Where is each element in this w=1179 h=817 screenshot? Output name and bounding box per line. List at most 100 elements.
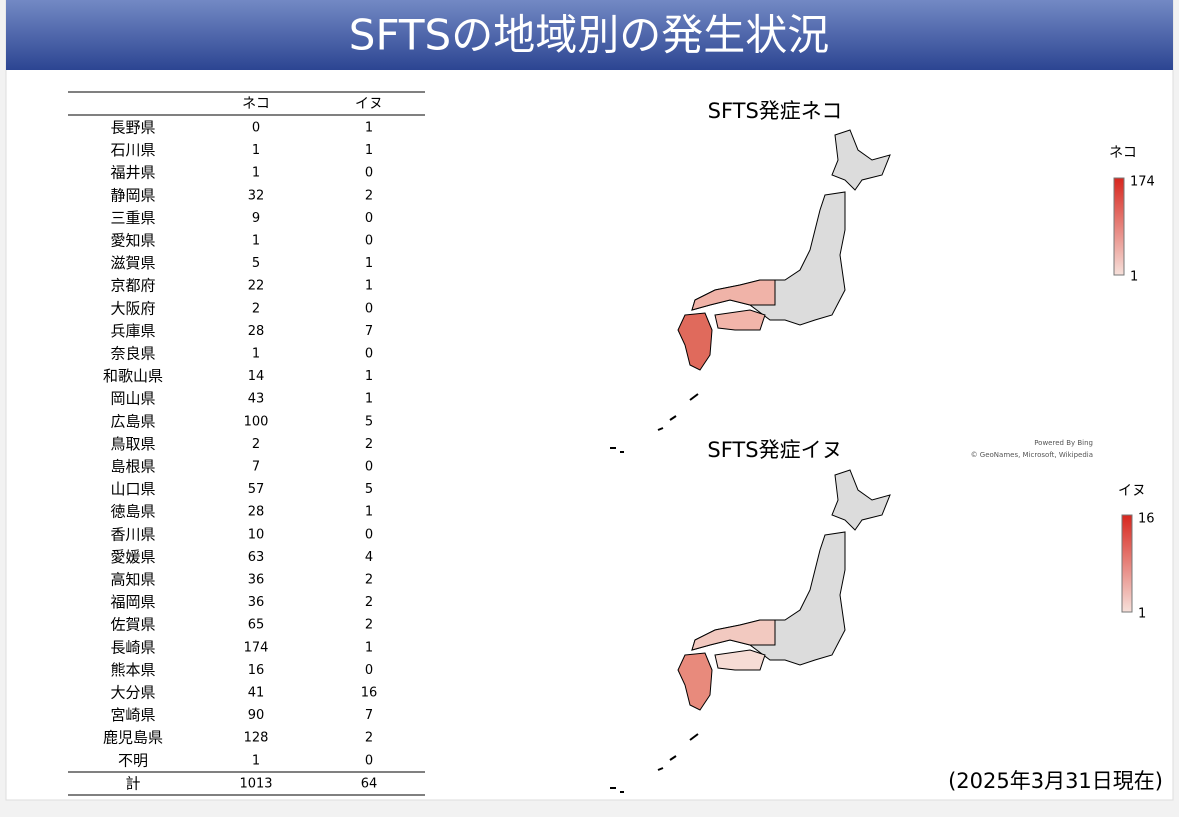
row-label: 鹿児島県 (103, 729, 163, 747)
row-label: 宮崎県 (110, 706, 155, 724)
row-label: 三重県 (110, 209, 155, 227)
row-label: 福井県 (110, 164, 155, 182)
legend-bar (1113, 177, 1125, 276)
row-label: 広島県 (110, 412, 155, 430)
row-label: 愛媛県 (110, 548, 155, 566)
cell: 16 (361, 686, 378, 701)
row-label: 奈良県 (110, 345, 155, 363)
cell: 2 (252, 301, 260, 316)
row-label: 岡山県 (110, 390, 155, 408)
cell: 0 (365, 347, 373, 362)
row-label: 鳥取県 (110, 435, 155, 453)
total-cell: 64 (361, 777, 378, 792)
cell: 1 (252, 166, 260, 181)
cell: 32 (248, 188, 265, 203)
cell: 0 (365, 301, 373, 316)
cell: 128 (244, 731, 269, 746)
cell: 1 (365, 279, 373, 294)
legend-bar (1121, 514, 1133, 613)
legend-max: 16 (1138, 512, 1155, 527)
row-label: 長野県 (110, 119, 155, 137)
cell: 57 (248, 482, 265, 497)
row-label: 静岡県 (110, 186, 155, 204)
row-label: 山口県 (110, 480, 155, 498)
column-header: ネコ (242, 96, 270, 112)
cell: 1 (365, 143, 373, 158)
row-label: 和歌山県 (103, 367, 163, 385)
cell: 1 (365, 640, 373, 655)
map-title: SFTS発症イヌ (707, 438, 842, 462)
row-label: 島根県 (110, 458, 155, 476)
cell: 2 (365, 437, 373, 452)
row-label: 佐賀県 (110, 616, 155, 634)
map-title: SFTS発症ネコ (708, 99, 843, 123)
cell: 2 (365, 731, 373, 746)
cell: 1 (252, 234, 260, 249)
attribution: Powered By Bing (1034, 439, 1093, 447)
legend-min: 1 (1130, 270, 1138, 285)
row-label: 徳島県 (110, 503, 155, 521)
cell: 5 (365, 414, 373, 429)
cell: 36 (248, 595, 265, 610)
legend-min: 1 (1138, 607, 1146, 622)
cell: 1 (365, 505, 373, 520)
legend-title: ネコ (1109, 145, 1137, 161)
cell: 174 (244, 640, 269, 655)
row-label: 京都府 (110, 277, 155, 295)
cell: 2 (365, 595, 373, 610)
total-cell: 1013 (239, 777, 272, 792)
cell: 10 (248, 527, 265, 542)
cell: 100 (244, 414, 269, 429)
row-label: 長崎県 (110, 638, 155, 656)
cell: 1 (365, 256, 373, 271)
row-label: 大阪府 (110, 299, 155, 317)
cell: 0 (365, 753, 373, 768)
attribution: © GeoNames, Microsoft, Wikipedia (971, 451, 1093, 459)
cell: 22 (248, 279, 265, 294)
cell: 2 (365, 618, 373, 633)
row-label: 愛知県 (110, 232, 155, 250)
cell: 2 (365, 573, 373, 588)
cell: 28 (248, 505, 265, 520)
cell: 0 (365, 460, 373, 475)
row-label: 兵庫県 (110, 322, 155, 340)
cell: 36 (248, 573, 265, 588)
row-label: 香川県 (110, 525, 155, 543)
cell: 43 (248, 392, 265, 407)
cell: 1 (365, 121, 373, 136)
row-label: 滋賀県 (110, 254, 155, 272)
cell: 2 (252, 437, 260, 452)
cell: 2 (365, 188, 373, 203)
slide-title: SFTSの地域別の発生状況 (349, 11, 829, 60)
cell: 7 (365, 324, 373, 339)
cell: 4 (365, 550, 373, 565)
legend-max: 174 (1130, 175, 1155, 190)
cell: 1 (252, 753, 260, 768)
legend-title: イヌ (1118, 483, 1146, 499)
cell: 16 (248, 663, 265, 678)
cell: 5 (252, 256, 260, 271)
cell: 1 (365, 392, 373, 407)
cell: 1 (252, 347, 260, 362)
column-header: イヌ (355, 96, 383, 112)
cell: 65 (248, 618, 265, 633)
row-label: 大分県 (110, 684, 155, 702)
cell: 7 (365, 708, 373, 723)
cell: 0 (365, 234, 373, 249)
cell: 0 (365, 527, 373, 542)
cell: 28 (248, 324, 265, 339)
total-label: 計 (125, 775, 140, 793)
cell: 1 (365, 369, 373, 384)
cell: 41 (248, 686, 265, 701)
cell: 14 (248, 369, 265, 384)
title-banner (6, 0, 1173, 70)
cell: 63 (248, 550, 265, 565)
row-label: 不明 (118, 751, 148, 769)
cell: 7 (252, 460, 260, 475)
cell: 5 (365, 482, 373, 497)
cell: 0 (252, 121, 260, 136)
cell: 9 (252, 211, 260, 226)
